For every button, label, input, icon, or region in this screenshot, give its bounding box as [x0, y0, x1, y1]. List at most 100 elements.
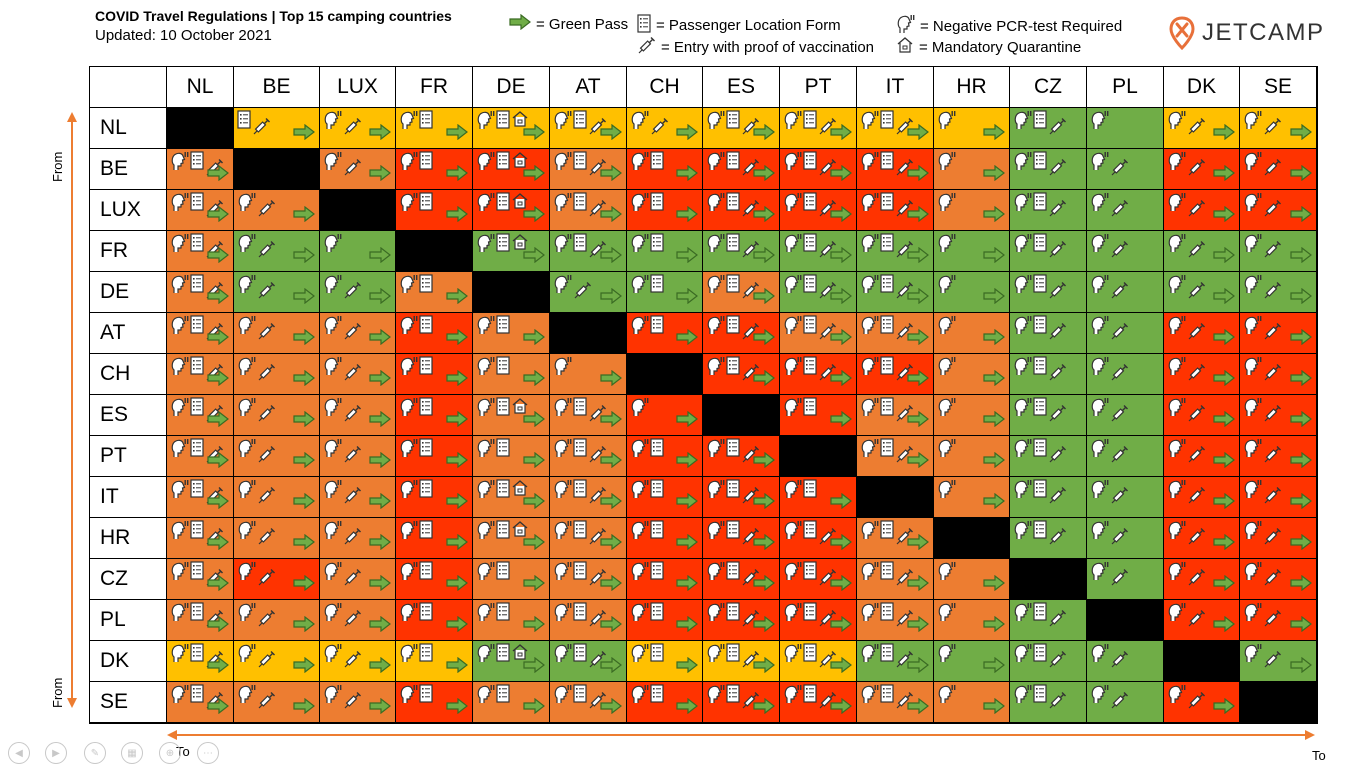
syringe-icon	[1187, 568, 1206, 592]
document-form-icon	[880, 233, 894, 257]
pen-icon[interactable]: ✎	[84, 742, 106, 764]
matrix-cell	[627, 518, 703, 559]
pcr-test-head-icon	[1243, 110, 1262, 136]
syringe-icon	[588, 404, 607, 428]
document-form-icon	[419, 643, 433, 667]
green-pass-arrow-icon	[907, 697, 929, 719]
pcr-test-head-icon	[323, 520, 342, 546]
pcr-test-head-icon	[553, 561, 572, 587]
matrix-cell	[320, 108, 396, 149]
more-options-icon[interactable]: ⋯	[197, 742, 219, 764]
green-pass-arrow-icon	[369, 656, 391, 678]
pcr-test-head-icon	[937, 561, 956, 587]
matrix-cell	[857, 600, 934, 641]
matrix-cell	[857, 682, 934, 723]
row-header: HR	[90, 518, 167, 559]
matrix-cell	[1087, 395, 1164, 436]
green-pass-arrow-icon	[753, 533, 775, 555]
green-pass-arrow-icon	[600, 410, 622, 432]
matrix-cell	[857, 108, 934, 149]
pcr-test-head-icon	[1167, 274, 1186, 300]
document-form-icon	[496, 315, 510, 339]
matrix-cell	[473, 682, 550, 723]
regulation-matrix: NL BE LUX FR DE AT CH ES PT IT HR CZ PL DK SE NL BE LUX FR…	[89, 66, 1318, 724]
pcr-test-head-icon	[783, 315, 802, 341]
document-form-icon	[650, 233, 664, 257]
document-form-icon	[496, 233, 510, 257]
green-pass-arrow-icon	[753, 123, 775, 145]
document-form-icon	[190, 438, 204, 462]
document-form-icon	[573, 602, 587, 626]
green-pass-arrow-icon	[446, 574, 468, 596]
green-pass-arrow-icon	[446, 205, 468, 227]
matrix-cell	[396, 108, 473, 149]
green-pass-arrow-icon	[1213, 492, 1235, 514]
green-pass-arrow-icon	[1290, 205, 1312, 227]
nav-next-button[interactable]: ▶	[45, 742, 67, 764]
column-header: DE	[473, 67, 550, 108]
syringe-icon	[1048, 240, 1067, 264]
column-header: ES	[703, 67, 780, 108]
document-form-icon	[190, 315, 204, 339]
pcr-test-head-icon	[170, 520, 189, 546]
document-form-icon	[726, 274, 740, 298]
nav-prev-button[interactable]: ◀	[8, 742, 30, 764]
pcr-test-head-icon	[1243, 192, 1262, 218]
document-form-icon	[803, 643, 817, 667]
green-pass-arrow-icon	[207, 164, 229, 186]
matrix-cell	[1087, 313, 1164, 354]
matrix-cell	[934, 272, 1010, 313]
green-pass-arrow-icon	[369, 164, 391, 186]
pcr-test-head-icon	[937, 602, 956, 628]
green-pass-arrow-icon	[1290, 328, 1312, 350]
pcr-test-head-icon	[783, 561, 802, 587]
green-pass-arrow-icon	[830, 246, 852, 268]
green-pass-arrow-icon	[446, 492, 468, 514]
row-header: NL	[90, 108, 167, 149]
pcr-test-head-icon	[860, 561, 879, 587]
syringe-icon	[1187, 117, 1206, 141]
green-pass-arrow-icon	[676, 492, 698, 514]
pcr-test-head-icon	[170, 315, 189, 341]
matrix-cell	[396, 641, 473, 682]
pcr-test-head-icon	[553, 356, 572, 382]
syringe-icon	[252, 117, 271, 141]
syringe-icon	[1048, 322, 1067, 346]
pcr-test-head-icon	[937, 643, 956, 669]
matrix-cell	[167, 108, 234, 149]
pcr-test-head-icon	[399, 192, 418, 218]
syringe-icon	[1187, 199, 1206, 223]
matrix-cell	[857, 272, 934, 313]
pcr-test-head-icon	[706, 233, 725, 259]
matrix-cell	[1087, 272, 1164, 313]
green-pass-arrow-icon	[676, 410, 698, 432]
document-form-icon	[1033, 602, 1047, 626]
matrix-cell	[1164, 518, 1240, 559]
document-form-icon	[419, 561, 433, 585]
green-pass-arrow-icon	[207, 697, 229, 719]
syringe-icon	[588, 609, 607, 633]
syringe-icon	[650, 117, 669, 141]
matrix-cell	[550, 682, 627, 723]
matrix-cell	[1087, 231, 1164, 272]
green-pass-arrow-icon	[1213, 246, 1235, 268]
matrix-cell	[550, 354, 627, 395]
pcr-test-head-icon	[553, 438, 572, 464]
pcr-test-head-icon	[937, 274, 956, 300]
syringe-icon	[1110, 568, 1129, 592]
matrix-cell	[473, 395, 550, 436]
pcr-test-head-icon	[476, 397, 495, 423]
document-form-icon	[419, 438, 433, 462]
zoom-icon[interactable]: ⊕	[159, 742, 181, 764]
slides-icon[interactable]: ▦	[121, 742, 143, 764]
pcr-test-head-icon	[399, 110, 418, 136]
syringe-icon	[818, 568, 837, 592]
syringe-icon	[588, 117, 607, 141]
legend-plf: = Passenger Location Form	[637, 14, 841, 37]
matrix-cell	[703, 272, 780, 313]
document-form-icon	[803, 274, 817, 298]
green-pass-arrow-icon	[369, 574, 391, 596]
matrix-cell	[1240, 436, 1317, 477]
syringe-icon	[1048, 486, 1067, 510]
matrix-cell	[550, 641, 627, 682]
